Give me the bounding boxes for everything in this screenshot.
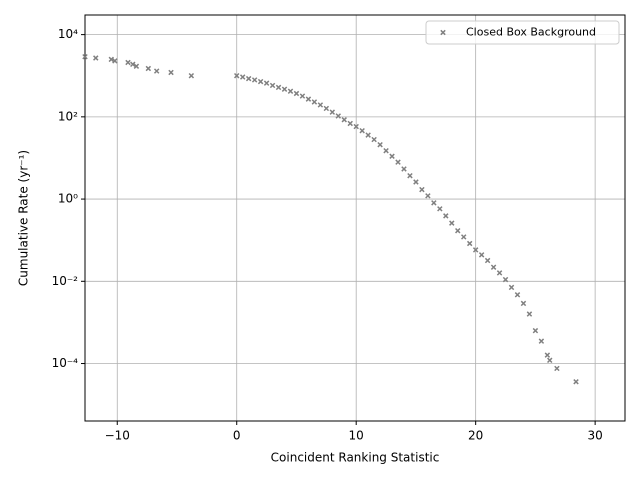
scatter-point	[133, 63, 140, 69]
scatter-point	[347, 120, 353, 127]
scatter-point	[508, 284, 515, 291]
scatter-point	[496, 270, 503, 276]
scatter-point	[443, 213, 449, 219]
scatter-point	[317, 102, 324, 108]
x-tick-label: 30	[587, 429, 602, 443]
scatter-point	[293, 90, 300, 97]
scatter-point	[538, 338, 545, 344]
y-tick-label: 10²	[58, 109, 78, 123]
x-tick-label: 10	[349, 429, 364, 443]
scatter-point	[359, 127, 365, 134]
x-tick-label: 0	[233, 429, 241, 443]
scatter-point	[419, 186, 425, 193]
scatter-point	[263, 80, 270, 86]
x-tick-label: −10	[105, 429, 130, 443]
scatter-point	[389, 153, 395, 159]
scatter-point	[383, 147, 389, 154]
scatter-point	[125, 59, 131, 66]
scatter-point	[275, 84, 282, 91]
scatter-point	[532, 327, 539, 334]
scatter-point	[281, 86, 288, 92]
legend: Closed Box Background	[425, 20, 620, 45]
scatter-point	[239, 74, 246, 80]
scatter-point	[168, 69, 174, 76]
scatter-point	[573, 379, 579, 385]
legend-marker	[440, 29, 446, 36]
scatter-point	[547, 357, 553, 364]
scatter-point	[323, 105, 330, 112]
scatter-point	[413, 179, 419, 185]
scatter-point	[526, 311, 533, 317]
scatter-point	[341, 117, 347, 123]
scatter-point	[245, 75, 252, 82]
y-tick-label: 10⁴	[58, 27, 78, 41]
y-tick-label: 10⁻⁴	[52, 356, 79, 370]
scatter-point	[112, 58, 118, 64]
legend-box	[425, 20, 620, 45]
scatter-point	[455, 227, 461, 234]
scatter-point	[251, 77, 258, 83]
scatter-point	[490, 264, 497, 270]
scatter-point	[449, 220, 455, 226]
scatter-point	[554, 365, 560, 372]
scatter-point	[188, 72, 195, 79]
scatter-point	[145, 65, 152, 72]
scatter-point	[130, 61, 136, 67]
scatter-point	[153, 68, 160, 74]
scatter-point	[514, 292, 521, 298]
scatter-point	[460, 234, 467, 240]
scatter-point	[269, 82, 276, 89]
scatter-point	[93, 55, 99, 61]
x-tick-label: 20	[468, 429, 483, 443]
scatter-point	[425, 193, 431, 199]
scatter-point	[377, 141, 383, 148]
y-axis-label: Cumulative Rate (yr⁻¹)	[17, 150, 31, 286]
scatter-point	[431, 200, 437, 206]
scatter-point	[437, 206, 443, 212]
scatter-point	[466, 240, 473, 247]
scatter-point	[299, 93, 306, 99]
scatter-point	[305, 96, 312, 102]
x-axis-label: Coincident Ranking Statistic	[271, 451, 440, 465]
scatter-point	[478, 252, 485, 258]
scatter-point	[82, 53, 88, 60]
scatter-point	[353, 123, 359, 130]
scatter-point	[108, 56, 115, 63]
scatter-point	[407, 172, 413, 179]
legend-label: Closed Box Background	[466, 26, 596, 39]
scatter-point	[311, 99, 318, 105]
scatter-point	[401, 166, 407, 172]
scatter-point	[329, 109, 336, 115]
scatter-point	[484, 257, 491, 264]
y-tick-label: 10⁻²	[52, 274, 79, 288]
scatter-point	[287, 88, 294, 94]
scatter-point	[544, 352, 551, 358]
scatter-point	[502, 276, 509, 283]
scatter-point	[371, 136, 377, 143]
scatter-point	[395, 159, 401, 165]
scatter-point	[365, 132, 371, 138]
plot-frame	[84, 14, 626, 422]
scatter-point	[335, 113, 342, 119]
scatter-point	[472, 247, 479, 253]
y-tick-label: 10⁰	[58, 192, 78, 206]
scatter-point	[233, 72, 240, 79]
scatter-point	[520, 300, 527, 307]
scatter-point	[257, 78, 264, 85]
